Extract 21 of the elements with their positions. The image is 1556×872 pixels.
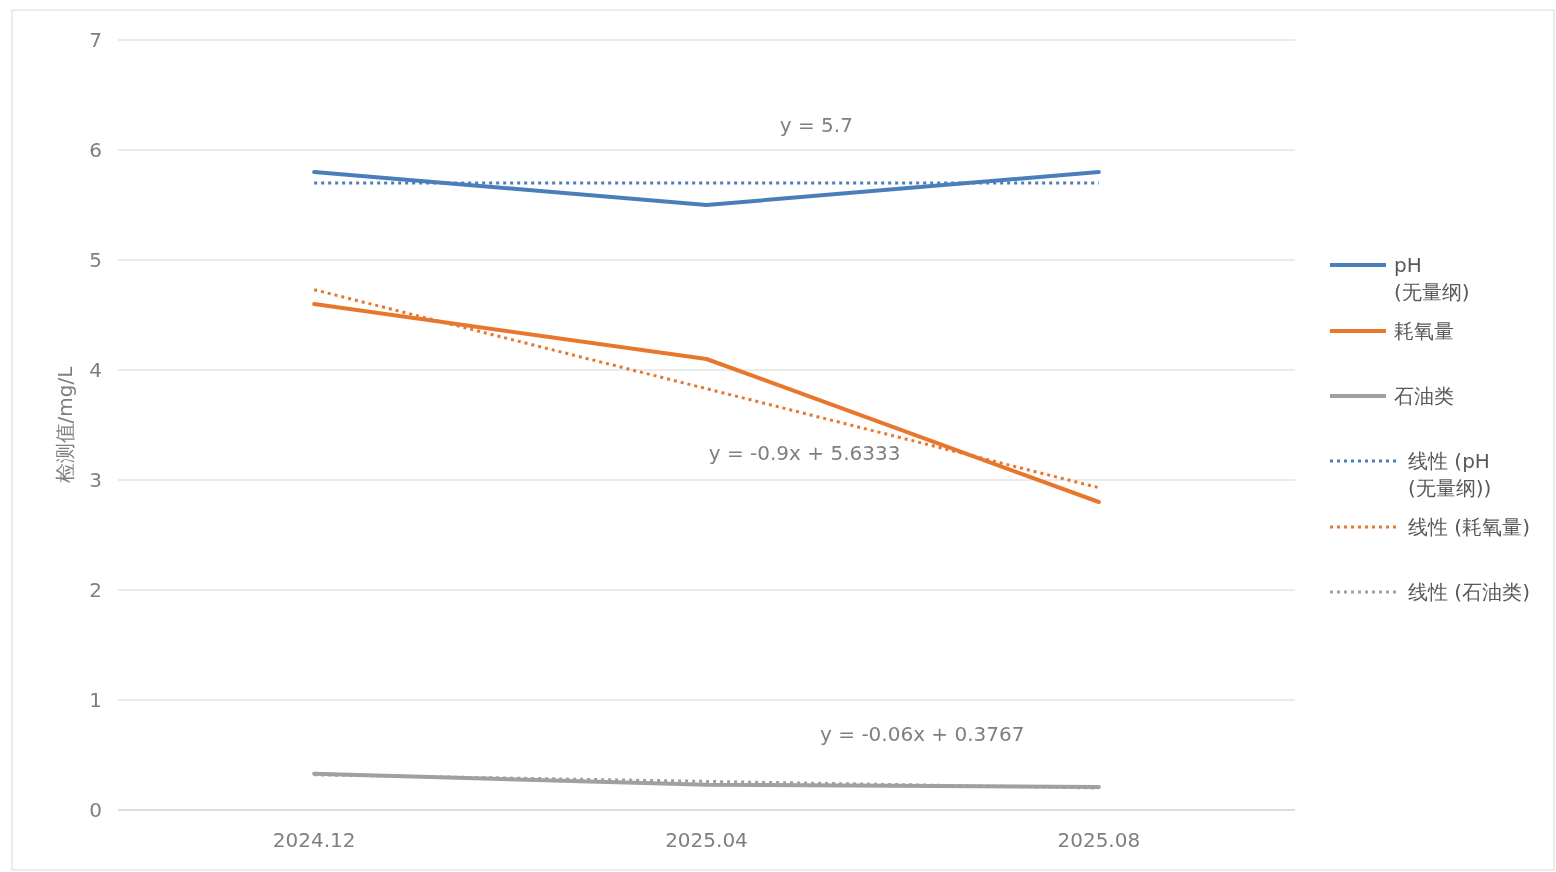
legend-label: 线性 (耗氧量) [1408, 515, 1530, 539]
legend-label: 石油类 [1394, 384, 1454, 408]
annotation: y = -0.06x + 0.3767 [820, 722, 1025, 746]
y-tick-label: 1 [89, 688, 102, 712]
y-tick-label: 7 [89, 28, 102, 52]
y-tick-label: 6 [89, 138, 102, 162]
legend-label: 线性 (石油类) [1408, 580, 1530, 604]
x-tick-label: 2025.04 [665, 828, 748, 852]
legend-label: 线性 (pH (无量纲)) [1408, 449, 1492, 500]
y-tick-label: 2 [89, 578, 102, 602]
y-axis-title: 检测值/mg/L [53, 365, 77, 484]
y-tick-label: 3 [89, 468, 102, 492]
x-tick-label: 2025.08 [1057, 828, 1141, 852]
annotation: y = -0.9x + 5.6333 [708, 441, 901, 465]
legend-label: pH (无量纲) [1394, 253, 1470, 304]
y-tick-label: 4 [89, 358, 102, 382]
y-tick-label: 5 [89, 248, 102, 272]
legend-label: 耗氧量 [1394, 319, 1454, 343]
x-tick-label: 2024.12 [272, 828, 356, 852]
annotation: y = 5.7 [779, 113, 853, 137]
y-tick-label: 0 [89, 798, 102, 822]
